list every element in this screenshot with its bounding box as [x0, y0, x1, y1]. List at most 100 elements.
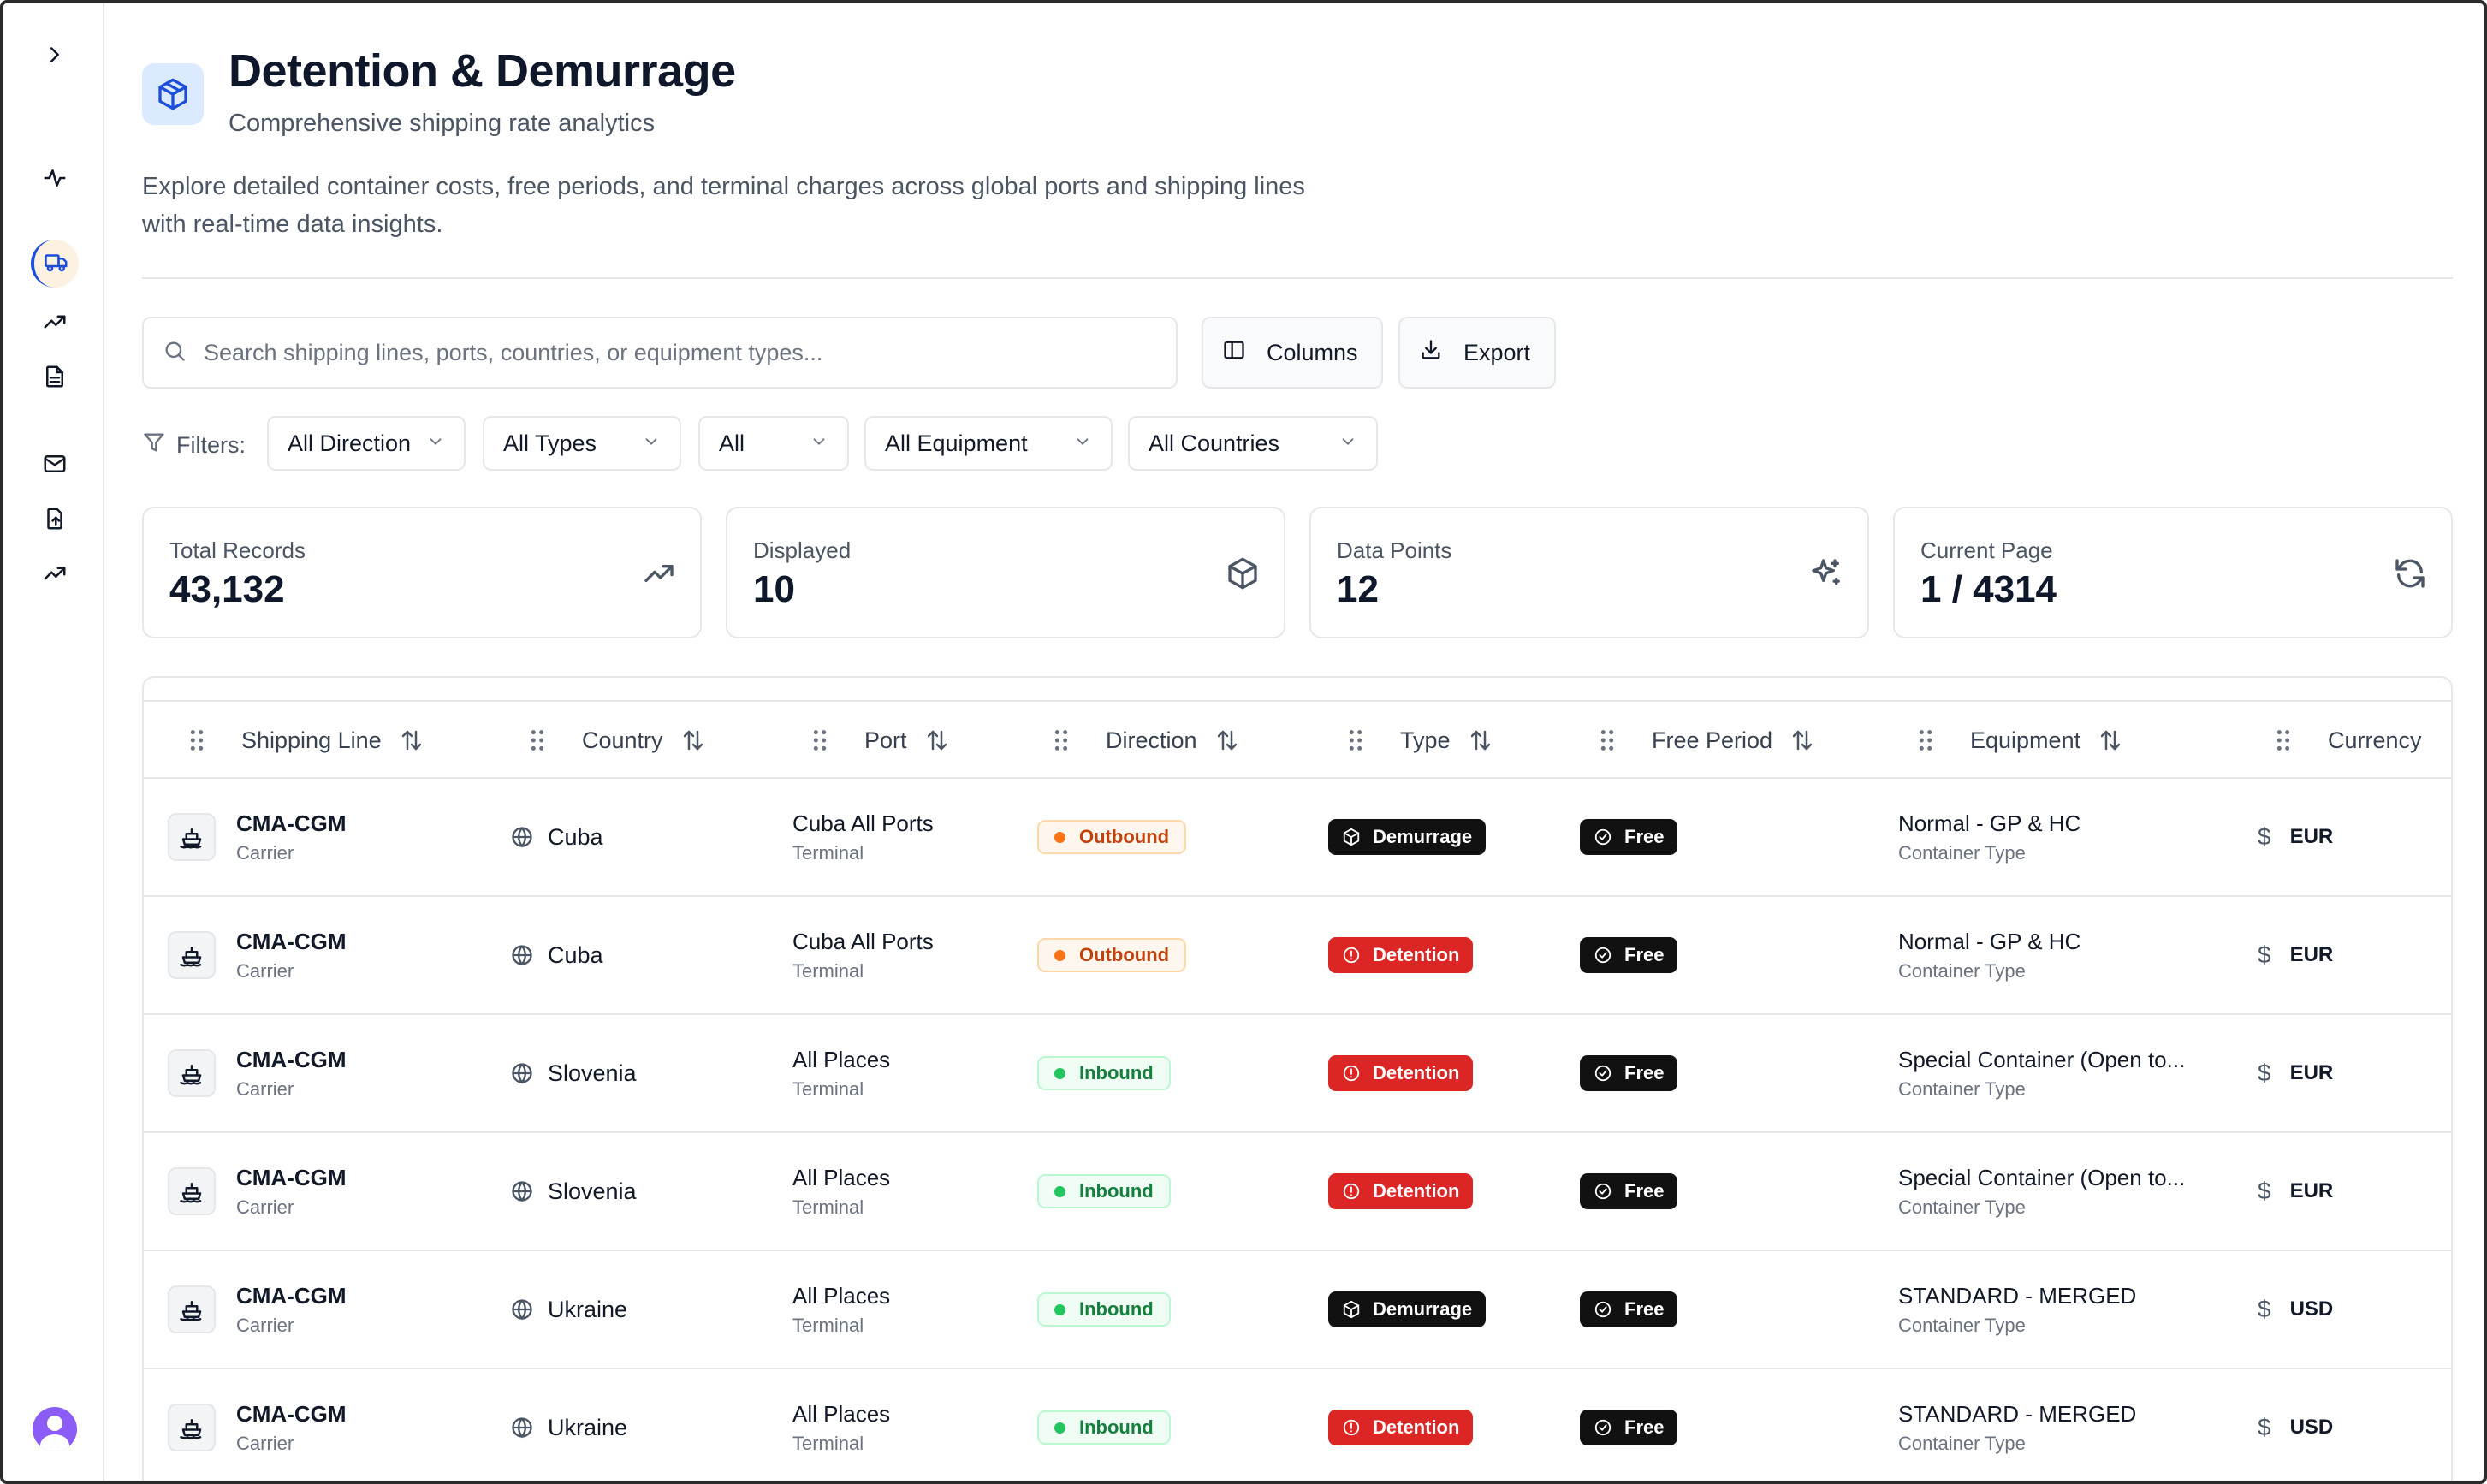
- sort-icon[interactable]: [399, 727, 424, 753]
- column-header-free-period[interactable]: Free Period: [1597, 702, 1815, 779]
- alert-circle-icon: [1342, 946, 1373, 965]
- truck-icon: [44, 249, 69, 279]
- sort-icon[interactable]: [1214, 727, 1240, 753]
- table-row[interactable]: CMA-CGM Carrier Ukraine All Places Terminal I…: [144, 1251, 2451, 1369]
- drag-handle-icon[interactable]: [810, 728, 830, 752]
- status-dot: [1054, 1185, 1065, 1197]
- drag-handle-icon[interactable]: [527, 728, 548, 752]
- drag-handle-icon[interactable]: [1345, 728, 1366, 752]
- sidebar-item-shipping[interactable]: [31, 240, 79, 288]
- cell-shipping-line: CMA-CGM Carrier: [168, 1251, 347, 1368]
- avatar[interactable]: [33, 1407, 77, 1451]
- table-row[interactable]: CMA-CGM Carrier Slovenia All Places Terminal…: [144, 1133, 2451, 1251]
- type-badge: Detention: [1328, 937, 1474, 973]
- mail-icon[interactable]: [38, 447, 72, 481]
- sort-icon[interactable]: [924, 727, 950, 753]
- cell-direction: Outbound: [1037, 897, 1187, 1013]
- search-input[interactable]: [204, 339, 1145, 366]
- direction-select[interactable]: All Direction: [267, 416, 466, 471]
- check-circle-icon: [1594, 1064, 1624, 1083]
- cell-port: Cuba All Ports Terminal: [792, 810, 934, 864]
- status-dot: [1054, 1303, 1065, 1315]
- export-button[interactable]: Export: [1398, 317, 1556, 389]
- export-label: Export: [1463, 339, 1531, 365]
- cell-type: Demurrage: [1328, 779, 1487, 895]
- cell-port: Cuba All Ports Terminal: [792, 928, 934, 982]
- cell-shipping-line: CMA-CGM Carrier: [168, 779, 347, 895]
- column-header-equipment[interactable]: Equipment: [1915, 702, 2123, 779]
- columns-button[interactable]: Columns: [1202, 317, 1383, 389]
- drag-handle-icon[interactable]: [1915, 728, 1936, 752]
- cell-currency: $ USD: [2258, 1414, 2334, 1440]
- package-icon: [1342, 828, 1373, 846]
- drag-handle-icon[interactable]: [187, 728, 207, 752]
- cell-equipment: STANDARD - MERGED Container Type: [1898, 1282, 2137, 1336]
- cell-currency: $ EUR: [2258, 1060, 2334, 1086]
- column-header-port[interactable]: Port: [810, 702, 950, 779]
- table-row[interactable]: CMA-CGM Carrier Cuba Cuba All Ports Terminal…: [144, 897, 2451, 1015]
- column-header-country[interactable]: Country: [527, 702, 706, 779]
- chevron-down-icon: [1338, 430, 1357, 457]
- ship-icon: [168, 931, 216, 979]
- column-header-shipping-line[interactable]: Shipping Line: [187, 702, 424, 779]
- status-select[interactable]: All: [698, 416, 849, 471]
- globe-icon: [510, 1297, 534, 1321]
- free-badge: Free: [1580, 1410, 1678, 1445]
- file-export-icon[interactable]: [38, 502, 72, 536]
- search-icon: [163, 339, 187, 367]
- status-dot: [1054, 949, 1065, 961]
- alert-circle-icon: [1342, 1182, 1373, 1201]
- dollar-icon: $: [2258, 823, 2271, 850]
- cell-free-period: Free: [1580, 1133, 1678, 1250]
- dollar-icon: $: [2258, 1060, 2271, 1086]
- dollar-icon: $: [2258, 1296, 2271, 1322]
- check-circle-icon: [1594, 1182, 1624, 1201]
- drag-handle-icon[interactable]: [2273, 728, 2294, 752]
- direction-badge: Inbound: [1037, 1410, 1171, 1445]
- table-row[interactable]: CMA-CGM Carrier Ukraine All Places Terminal I…: [144, 1369, 2451, 1481]
- globe-icon: [510, 1179, 534, 1203]
- equipment-select[interactable]: All Equipment: [864, 416, 1113, 471]
- table-row[interactable]: CMA-CGM Carrier Cuba Cuba All Ports Terminal…: [144, 779, 2451, 897]
- refresh-icon[interactable]: [2393, 556, 2427, 591]
- cell-type: Demurrage: [1328, 1251, 1487, 1368]
- data-table: Shipping Line Country Port Direction Typ: [142, 676, 2453, 1481]
- sort-icon[interactable]: [680, 727, 706, 753]
- drag-handle-icon[interactable]: [1051, 728, 1071, 752]
- status-dot: [1054, 831, 1065, 843]
- direction-badge: Outbound: [1037, 938, 1187, 972]
- filter-icon: [142, 430, 176, 460]
- countries-select[interactable]: All Countries: [1128, 416, 1378, 471]
- dollar-icon: $: [2258, 1414, 2271, 1440]
- activity-icon[interactable]: [38, 161, 72, 195]
- type-badge: Demurrage: [1328, 819, 1487, 855]
- cell-country: Slovenia: [510, 1133, 637, 1250]
- sort-icon[interactable]: [2098, 727, 2123, 753]
- package-icon: [1342, 1300, 1373, 1319]
- sort-icon[interactable]: [1790, 727, 1815, 753]
- globe-icon: [510, 825, 534, 849]
- type-badge: Detention: [1328, 1055, 1474, 1091]
- filters-label: Filters:: [142, 428, 246, 462]
- table-row[interactable]: CMA-CGM Carrier Slovenia All Places Terminal…: [144, 1015, 2451, 1133]
- free-badge: Free: [1580, 1055, 1678, 1091]
- cell-currency: $ EUR: [2258, 1178, 2334, 1204]
- globe-icon: [510, 1061, 534, 1085]
- chevron-right-icon[interactable]: [38, 38, 72, 72]
- cell-country: Slovenia: [510, 1015, 637, 1131]
- cell-type: Detention: [1328, 1369, 1474, 1481]
- chevron-down-icon: [642, 430, 661, 457]
- free-badge: Free: [1580, 1291, 1678, 1327]
- types-select[interactable]: All Types: [483, 416, 681, 471]
- direction-badge: Inbound: [1037, 1174, 1171, 1208]
- drag-handle-icon[interactable]: [1597, 728, 1617, 752]
- column-header-currency[interactable]: Currency: [2273, 702, 2422, 779]
- trends-icon[interactable]: [38, 556, 72, 591]
- column-header-direction[interactable]: Direction: [1051, 702, 1240, 779]
- file-text-icon[interactable]: [38, 359, 72, 394]
- trending-up-icon[interactable]: [38, 305, 72, 339]
- sort-icon[interactable]: [1468, 727, 1493, 753]
- column-header-type[interactable]: Type: [1345, 702, 1493, 779]
- cell-equipment: Special Container (Open to... Container T…: [1898, 1164, 2186, 1218]
